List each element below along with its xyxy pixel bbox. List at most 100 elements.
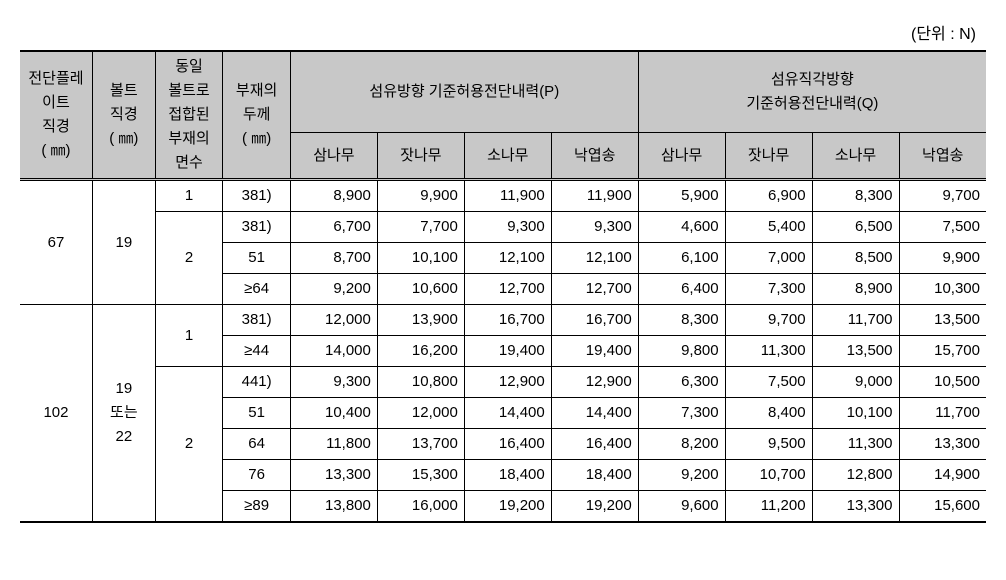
cell-p-1: 10,800 bbox=[377, 367, 464, 398]
cell-q-1: 8,400 bbox=[725, 398, 812, 429]
cell-p-1: 16,000 bbox=[377, 491, 464, 523]
table-row: 2381)6,7007,7009,3009,3004,6005,4006,500… bbox=[20, 212, 986, 243]
cell-faces: 2 bbox=[155, 367, 223, 523]
cell-q-3: 10,300 bbox=[899, 274, 986, 305]
cell-p-1: 10,100 bbox=[377, 243, 464, 274]
cell-thickness: 381) bbox=[223, 212, 291, 243]
cell-p-2: 19,400 bbox=[464, 336, 551, 367]
cell-p-0: 6,700 bbox=[290, 212, 377, 243]
cell-p-3: 14,400 bbox=[551, 398, 638, 429]
cell-p-0: 11,800 bbox=[290, 429, 377, 460]
cell-q-3: 9,900 bbox=[899, 243, 986, 274]
cell-q-2: 8,900 bbox=[812, 274, 899, 305]
cell-p-0: 9,300 bbox=[290, 367, 377, 398]
cell-q-2: 10,100 bbox=[812, 398, 899, 429]
cell-q-1: 9,700 bbox=[725, 305, 812, 336]
cell-q-3: 13,300 bbox=[899, 429, 986, 460]
col-q-0: 삼나무 bbox=[638, 133, 725, 180]
cell-p-0: 9,200 bbox=[290, 274, 377, 305]
cell-shearplate: 67 bbox=[20, 180, 92, 305]
cell-q-2: 6,500 bbox=[812, 212, 899, 243]
cell-p-2: 12,100 bbox=[464, 243, 551, 274]
cell-p-3: 16,400 bbox=[551, 429, 638, 460]
cell-q-3: 9,700 bbox=[899, 180, 986, 212]
cell-q-0: 8,300 bbox=[638, 305, 725, 336]
cell-p-2: 12,900 bbox=[464, 367, 551, 398]
cell-q-2: 9,000 bbox=[812, 367, 899, 398]
cell-q-1: 7,000 bbox=[725, 243, 812, 274]
cell-p-3: 12,700 bbox=[551, 274, 638, 305]
cell-p-2: 19,200 bbox=[464, 491, 551, 523]
cell-q-1: 9,500 bbox=[725, 429, 812, 460]
cell-q-0: 9,800 bbox=[638, 336, 725, 367]
cell-q-0: 8,200 bbox=[638, 429, 725, 460]
cell-p-0: 10,400 bbox=[290, 398, 377, 429]
cell-thickness: ≥64 bbox=[223, 274, 291, 305]
cell-p-3: 11,900 bbox=[551, 180, 638, 212]
col-p-3: 낙엽송 bbox=[551, 133, 638, 180]
cell-p-1: 16,200 bbox=[377, 336, 464, 367]
cell-p-0: 13,300 bbox=[290, 460, 377, 491]
cell-bolt: 19또는22 bbox=[92, 305, 155, 523]
cell-thickness: 441) bbox=[223, 367, 291, 398]
cell-p-2: 9,300 bbox=[464, 212, 551, 243]
cell-thickness: 51 bbox=[223, 398, 291, 429]
cell-shearplate: 102 bbox=[20, 305, 92, 523]
cell-p-3: 19,200 bbox=[551, 491, 638, 523]
cell-p-0: 12,000 bbox=[290, 305, 377, 336]
cell-q-0: 6,400 bbox=[638, 274, 725, 305]
cell-thickness: 76 bbox=[223, 460, 291, 491]
cell-q-1: 5,400 bbox=[725, 212, 812, 243]
cell-p-0: 8,700 bbox=[290, 243, 377, 274]
cell-q-3: 11,700 bbox=[899, 398, 986, 429]
cell-p-2: 14,400 bbox=[464, 398, 551, 429]
cell-q-1: 11,300 bbox=[725, 336, 812, 367]
cell-q-2: 8,300 bbox=[812, 180, 899, 212]
cell-faces: 1 bbox=[155, 305, 223, 367]
cell-q-2: 12,800 bbox=[812, 460, 899, 491]
cell-q-1: 7,500 bbox=[725, 367, 812, 398]
shear-capacity-table: 전단플레이트직경( ㎜) 볼트직경( ㎜) 동일볼트로접합된부재의면수 부재의두… bbox=[20, 50, 986, 523]
cell-q-1: 6,900 bbox=[725, 180, 812, 212]
cell-q-2: 11,300 bbox=[812, 429, 899, 460]
cell-faces: 2 bbox=[155, 212, 223, 305]
cell-p-3: 16,700 bbox=[551, 305, 638, 336]
cell-faces: 1 bbox=[155, 180, 223, 212]
cell-p-0: 8,900 bbox=[290, 180, 377, 212]
cell-q-2: 13,300 bbox=[812, 491, 899, 523]
cell-q-1: 11,200 bbox=[725, 491, 812, 523]
cell-q-0: 7,300 bbox=[638, 398, 725, 429]
cell-thickness: 381) bbox=[223, 305, 291, 336]
cell-q-0: 4,600 bbox=[638, 212, 725, 243]
unit-label: (단위 : N) bbox=[20, 20, 986, 44]
col-thickness: 부재의두께( ㎜) bbox=[223, 51, 291, 180]
cell-p-1: 13,700 bbox=[377, 429, 464, 460]
col-bolt: 볼트직경( ㎜) bbox=[92, 51, 155, 180]
cell-p-0: 13,800 bbox=[290, 491, 377, 523]
cell-p-2: 18,400 bbox=[464, 460, 551, 491]
cell-p-3: 18,400 bbox=[551, 460, 638, 491]
cell-p-1: 7,700 bbox=[377, 212, 464, 243]
cell-q-2: 8,500 bbox=[812, 243, 899, 274]
cell-p-3: 9,300 bbox=[551, 212, 638, 243]
col-p-1: 잣나무 bbox=[377, 133, 464, 180]
cell-q-3: 10,500 bbox=[899, 367, 986, 398]
cell-q-3: 15,700 bbox=[899, 336, 986, 367]
col-p-0: 삼나무 bbox=[290, 133, 377, 180]
cell-thickness: 51 bbox=[223, 243, 291, 274]
cell-p-1: 10,600 bbox=[377, 274, 464, 305]
cell-p-1: 15,300 bbox=[377, 460, 464, 491]
cell-p-2: 16,400 bbox=[464, 429, 551, 460]
col-group-q: 섬유직각방향기준허용전단내력(Q) bbox=[638, 51, 986, 133]
col-shearplate: 전단플레이트직경( ㎜) bbox=[20, 51, 92, 180]
cell-q-1: 7,300 bbox=[725, 274, 812, 305]
cell-bolt: 19 bbox=[92, 180, 155, 305]
cell-q-2: 13,500 bbox=[812, 336, 899, 367]
cell-thickness: 381) bbox=[223, 180, 291, 212]
col-faces: 동일볼트로접합된부재의면수 bbox=[155, 51, 223, 180]
cell-thickness: 64 bbox=[223, 429, 291, 460]
cell-q-3: 14,900 bbox=[899, 460, 986, 491]
col-group-p: 섬유방향 기준허용전단내력(P) bbox=[290, 51, 638, 133]
cell-p-2: 12,700 bbox=[464, 274, 551, 305]
col-p-2: 소나무 bbox=[464, 133, 551, 180]
